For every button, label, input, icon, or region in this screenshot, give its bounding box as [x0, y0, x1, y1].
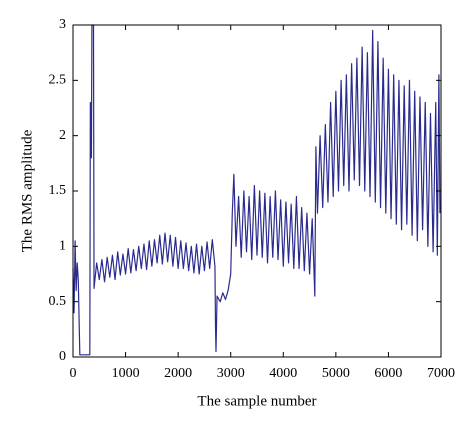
x-tick-label: 1000: [112, 366, 140, 381]
y-tick-label: 2.5: [49, 73, 67, 88]
x-tick-label: 2000: [164, 366, 192, 381]
x-tick-label: 7000: [427, 366, 455, 381]
x-tick-label: 3000: [217, 366, 245, 381]
y-tick-label: 3: [59, 17, 66, 32]
x-axis-title: The sample number: [197, 393, 316, 409]
x-tick-label: 5000: [322, 366, 350, 381]
y-tick-label: 1.5: [49, 183, 67, 198]
y-axis-title: The RMS amplitude: [19, 129, 35, 252]
y-tick-label: 0: [59, 349, 66, 364]
y-tick-label: 0.5: [49, 294, 67, 309]
x-tick-label: 0: [70, 366, 77, 381]
y-tick-label: 1: [59, 239, 66, 254]
y-tick-label: 2: [59, 128, 66, 143]
x-tick-label: 4000: [269, 366, 297, 381]
data-line: [72, 24, 441, 356]
x-tick-label: 6000: [374, 366, 402, 381]
